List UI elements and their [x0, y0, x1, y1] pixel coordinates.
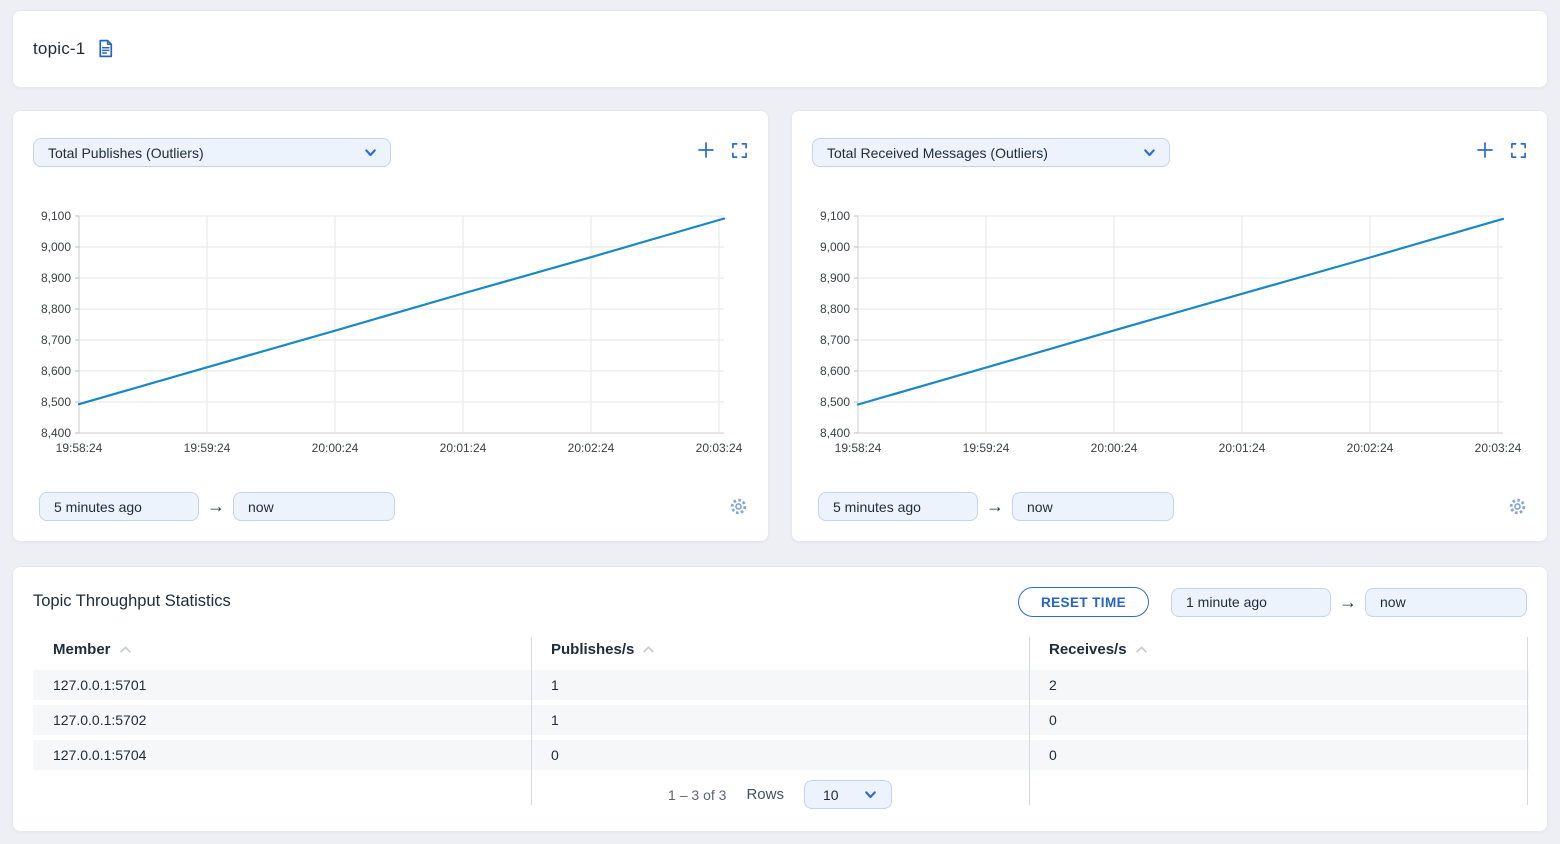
chevron-down-icon: [365, 149, 376, 157]
svg-text:9,100: 9,100: [41, 209, 71, 223]
chevron-down-icon: [1144, 149, 1155, 157]
cell-receives: 0: [1049, 712, 1057, 728]
line-chart: 8,400 8,500 8,600 8,700 8,800 8,900 9,000 9,100…: [41, 209, 743, 455]
throughput-table: Member Publishes/s Receives/s 127.0.0.1:…: [33, 633, 1529, 805]
svg-text:20:02:24: 20:02:24: [1347, 441, 1394, 455]
table-pagination: 1 – 3 of 3 Rows 10: [13, 780, 1547, 809]
settings-gear-icon[interactable]: [1508, 497, 1527, 516]
page-title: topic-1: [33, 38, 86, 58]
chart-actions: [697, 141, 748, 159]
svg-text:8,500: 8,500: [41, 395, 71, 409]
svg-text:8,700: 8,700: [820, 333, 850, 347]
column-divider: [1029, 637, 1030, 805]
svg-text:8,400: 8,400: [820, 426, 850, 440]
topic-header-card: topic-1: [12, 10, 1548, 88]
metric-selector-dropdown[interactable]: Total Received Messages (Outliers): [812, 138, 1170, 167]
time-from-input[interactable]: 5 minutes ago: [818, 492, 978, 521]
chart-time-range: 5 minutes ago → now: [39, 492, 748, 521]
column-header-member[interactable]: Member: [33, 641, 531, 658]
svg-text:20:03:24: 20:03:24: [1475, 441, 1522, 455]
cell-publishes: 0: [551, 747, 559, 763]
svg-text:8,500: 8,500: [820, 395, 850, 409]
time-to-input[interactable]: now: [1012, 492, 1174, 521]
rows-per-page-label: Rows: [746, 786, 784, 803]
svg-text:8,600: 8,600: [820, 364, 850, 378]
cell-receives: 2: [1049, 677, 1057, 693]
chart-panel-publishes: Total Publishes (Outliers) 8,400 8,500 8,6…: [12, 110, 769, 542]
cell-member: 127.0.0.1:5701: [53, 677, 147, 693]
sort-asc-icon: [643, 645, 655, 653]
svg-text:19:59:24: 19:59:24: [963, 441, 1010, 455]
table-row[interactable]: 127.0.0.1:5704 0 0: [33, 740, 1529, 770]
arrow-right-icon: →: [1339, 591, 1357, 612]
chart-time-range: 5 minutes ago → now: [818, 492, 1527, 521]
svg-text:20:00:24: 20:00:24: [312, 441, 359, 455]
sort-asc-icon: [1135, 645, 1147, 653]
metric-selector-value: Total Publishes (Outliers): [48, 144, 204, 161]
svg-text:9,000: 9,000: [41, 240, 71, 254]
time-to-input[interactable]: now: [1365, 587, 1527, 617]
cell-publishes: 1: [551, 677, 559, 693]
column-divider: [531, 637, 532, 805]
svg-text:19:58:24: 19:58:24: [56, 441, 103, 455]
chevron-down-icon: [865, 791, 876, 799]
svg-text:19:58:24: 19:58:24: [835, 441, 882, 455]
settings-gear-icon[interactable]: [729, 497, 748, 516]
arrow-right-icon: →: [207, 496, 225, 516]
time-to-input[interactable]: now: [233, 492, 395, 521]
svg-text:9,000: 9,000: [820, 240, 850, 254]
add-chart-icon[interactable]: [1476, 141, 1494, 159]
svg-text:20:01:24: 20:01:24: [440, 441, 487, 455]
svg-text:19:59:24: 19:59:24: [184, 441, 231, 455]
rows-per-page-value: 10: [822, 786, 839, 803]
svg-text:8,600: 8,600: [41, 364, 71, 378]
add-chart-icon[interactable]: [697, 141, 715, 159]
svg-text:8,900: 8,900: [820, 271, 850, 285]
time-from-input[interactable]: 5 minutes ago: [39, 492, 199, 521]
fullscreen-icon[interactable]: [1510, 142, 1527, 159]
cell-member: 127.0.0.1:5702: [53, 712, 147, 728]
table-row[interactable]: 127.0.0.1:5701 1 2: [33, 670, 1529, 700]
svg-text:20:01:24: 20:01:24: [1219, 441, 1266, 455]
svg-text:9,100: 9,100: [820, 209, 850, 223]
column-divider: [1527, 637, 1528, 805]
line-chart: 8,400 8,500 8,600 8,700 8,800 8,900 9,000 9,100…: [820, 209, 1522, 455]
panel-title: Topic Throughput Statistics: [33, 592, 231, 610]
reset-time-button[interactable]: RESET TIME: [1017, 587, 1149, 617]
cell-member: 127.0.0.1:5704: [53, 747, 147, 763]
svg-text:8,400: 8,400: [41, 426, 71, 440]
svg-text:20:02:24: 20:02:24: [568, 441, 615, 455]
page-range-text: 1 – 3 of 3: [668, 786, 727, 803]
svg-text:20:03:24: 20:03:24: [696, 441, 743, 455]
topic-throughput-panel: Topic Throughput Statistics RESET TIME 1…: [12, 566, 1548, 832]
column-header-publishes[interactable]: Publishes/s: [531, 641, 1029, 658]
document-icon[interactable]: [95, 38, 116, 59]
sort-asc-icon: [119, 645, 131, 653]
cell-receives: 0: [1049, 747, 1057, 763]
stats-time-controls: RESET TIME 1 minute ago → now: [1017, 587, 1527, 617]
svg-text:8,800: 8,800: [820, 302, 850, 316]
arrow-right-icon: →: [986, 496, 1004, 516]
chart-actions: [1476, 141, 1527, 159]
rows-per-page-select[interactable]: 10: [803, 780, 892, 809]
table-row[interactable]: 127.0.0.1:5702 1 0: [33, 705, 1529, 735]
metric-selector-value: Total Received Messages (Outliers): [827, 144, 1048, 161]
table-header-row: Member Publishes/s Receives/s: [33, 633, 1529, 665]
svg-text:8,800: 8,800: [41, 302, 71, 316]
column-header-receives[interactable]: Receives/s: [1029, 641, 1529, 658]
time-from-input[interactable]: 1 minute ago: [1171, 587, 1331, 617]
fullscreen-icon[interactable]: [731, 142, 748, 159]
chart-panel-received: Total Received Messages (Outliers) 8,400…: [791, 110, 1548, 542]
cell-publishes: 1: [551, 712, 559, 728]
metric-selector-dropdown[interactable]: Total Publishes (Outliers): [33, 138, 391, 167]
svg-text:20:00:24: 20:00:24: [1091, 441, 1138, 455]
svg-text:8,700: 8,700: [41, 333, 71, 347]
svg-text:8,900: 8,900: [41, 271, 71, 285]
